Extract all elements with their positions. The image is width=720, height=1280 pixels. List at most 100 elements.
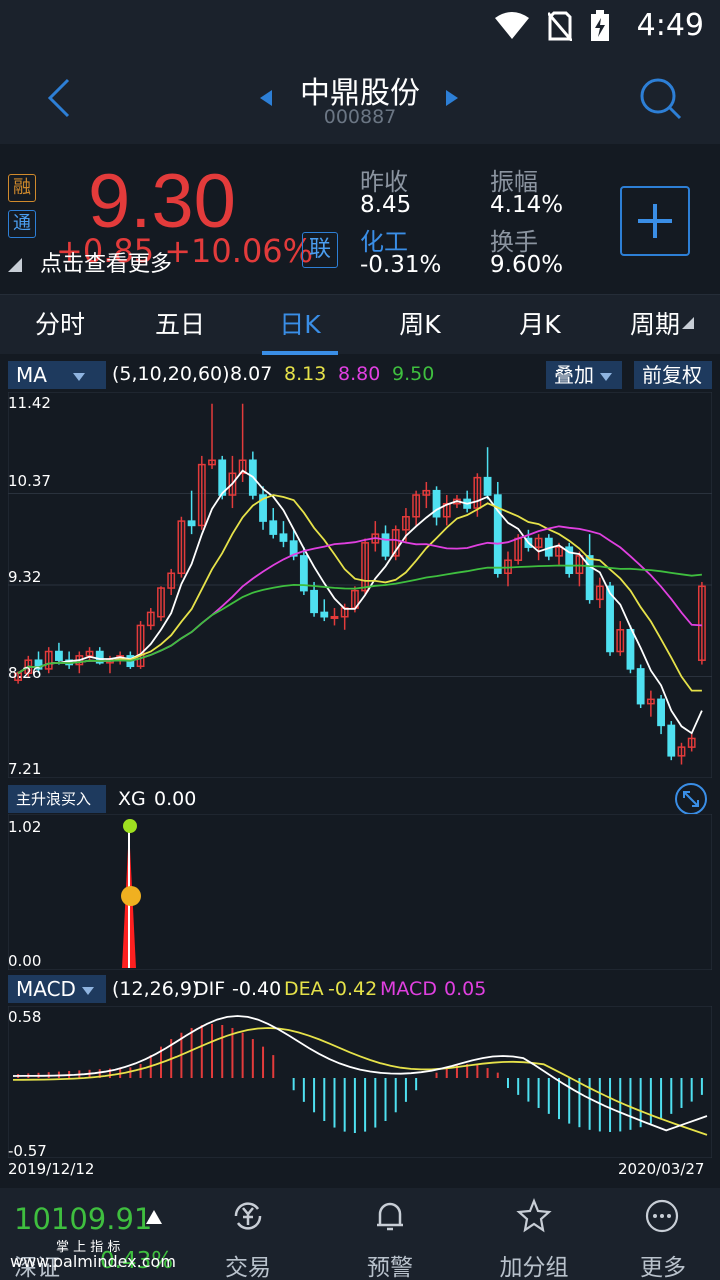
candle-body — [289, 540, 298, 557]
industry-label[interactable]: 化工 — [360, 228, 408, 256]
candle-body — [197, 463, 206, 527]
macd-selector[interactable]: MACD — [8, 975, 106, 1003]
turnover-label: 换手 — [490, 228, 538, 256]
price-change: +0.85 +10.06% — [56, 232, 314, 270]
industry-value: -0.31% — [360, 252, 442, 278]
ma5-value: 8.07 — [230, 363, 273, 385]
quote-panel — [0, 146, 720, 292]
candle-body — [330, 615, 339, 619]
tab-period[interactable]: 周期 — [629, 310, 680, 339]
status-bar — [0, 0, 720, 52]
candle-body — [208, 459, 216, 466]
candle-body — [493, 494, 502, 575]
candle-body — [657, 698, 665, 727]
nav-trade-label: 交易 — [225, 1255, 271, 1280]
xg-axis-bottom: 0.00 — [8, 952, 42, 970]
add-watchlist-button[interactable] — [620, 186, 690, 256]
margin-badge: 融 — [8, 174, 36, 202]
macd-label: MACD — [380, 978, 437, 1000]
amplitude-value: 4.14% — [490, 192, 564, 218]
candle-body — [269, 520, 278, 535]
candle-body — [95, 650, 104, 664]
y-axis-label-bottom: 7.21 — [8, 760, 42, 778]
nav-add-group[interactable]: 加分组 — [462, 1188, 606, 1280]
status-time: 4:49 — [636, 8, 704, 43]
ma-line-ma10 — [17, 494, 702, 692]
amplitude-label: 振幅 — [490, 168, 538, 196]
candle-body — [14, 672, 23, 681]
candle-body — [432, 489, 441, 518]
prev-close-label: 昨收 — [360, 168, 408, 196]
index-ticker[interactable]: 10109.91 深证 0.43% 掌 上 指 标 www.palmindex.… — [0, 1188, 176, 1280]
ma60-value: 9.50 — [392, 363, 435, 385]
period-corner-icon — [682, 317, 694, 329]
overlay-label: 叠加 — [554, 363, 594, 387]
candle-body — [279, 533, 288, 542]
chevron-down-icon — [72, 372, 85, 381]
candlestick-chart[interactable] — [8, 392, 712, 778]
prev-stock-icon[interactable] — [260, 90, 272, 106]
linked-badge[interactable]: 联 — [302, 232, 338, 268]
dif-label: DIF — [194, 978, 226, 1000]
bottom-navigation: 10109.91 深证 0.43% 掌 上 指 标 www.palmindex.… — [0, 1188, 720, 1280]
nav-more[interactable]: 更多 — [606, 1188, 720, 1280]
expand-icon[interactable] — [674, 782, 708, 816]
candle-body — [677, 746, 686, 757]
macd-axis-top: 0.58 — [8, 1008, 42, 1026]
y-axis-label-2: 10.37 — [8, 472, 51, 490]
ma-line-ma60 — [17, 564, 702, 674]
tab-weekly-k[interactable]: 周K — [399, 310, 441, 339]
nav-trade[interactable]: 交易 — [176, 1188, 320, 1280]
candle-body — [228, 472, 237, 496]
ma-selector[interactable]: MA — [8, 361, 106, 389]
tab-five-day[interactable]: 五日 — [154, 310, 205, 339]
candle-body — [616, 629, 625, 653]
adjust-button[interactable]: 前复权 — [634, 361, 712, 389]
index-name: 深证 — [14, 1255, 60, 1280]
candle-body — [320, 611, 329, 618]
candle-body — [259, 494, 267, 522]
nav-more-label: 更多 — [640, 1255, 686, 1280]
date-end: 2020/03/27 — [618, 1160, 705, 1178]
header-bar — [0, 52, 720, 144]
macd-axis-bottom: -0.57 — [8, 1142, 47, 1160]
candle-body — [473, 476, 482, 509]
candle-body — [575, 555, 584, 575]
watermark-url: www.palmindex.com — [10, 1252, 176, 1271]
dea-label: DEA — [284, 978, 324, 1000]
xg-value: 0.00 — [154, 788, 197, 810]
candle-body — [146, 611, 155, 627]
back-arrow-icon[interactable] — [44, 76, 74, 120]
view-more-link[interactable]: 点击查看更多 — [40, 252, 173, 277]
tab-monthly-k[interactable]: 月K — [519, 310, 561, 339]
candle-body — [595, 585, 604, 601]
star-icon — [516, 1198, 552, 1233]
overlay-selector[interactable]: 叠加 — [546, 361, 622, 389]
search-icon[interactable] — [638, 76, 682, 120]
candle-body — [299, 555, 308, 592]
dea-value: -0.42 — [328, 978, 378, 1000]
xg-label: XG — [118, 788, 146, 810]
next-stock-icon[interactable] — [446, 90, 458, 106]
dif-line — [12, 1015, 708, 1132]
candle-body — [310, 589, 318, 614]
candle-body — [636, 668, 645, 705]
stock-code: 000887 — [323, 106, 397, 128]
stock-name: 中鼎股份 — [300, 76, 420, 111]
index-change: 0.43% — [100, 1248, 174, 1274]
more-icon — [645, 1199, 679, 1233]
trade-icon — [234, 1202, 262, 1230]
tab-intraday[interactable]: 分时 — [34, 310, 85, 339]
candle-body — [555, 546, 563, 557]
chevron-down-icon — [81, 986, 94, 995]
candle-body — [483, 476, 492, 496]
candle-body — [177, 520, 186, 575]
candle-body — [55, 650, 63, 661]
xg-selector[interactable]: 主升浪买入 — [8, 785, 106, 832]
candle-body — [422, 489, 431, 496]
tab-daily-k[interactable]: 日K — [279, 310, 321, 339]
index-value: 10109.91 — [14, 1202, 153, 1236]
period-tabs: 分时 五日 日K 周K 月K 周期 — [0, 294, 720, 355]
candle-body — [646, 698, 655, 705]
nav-alert[interactable]: 预警 — [318, 1188, 462, 1280]
